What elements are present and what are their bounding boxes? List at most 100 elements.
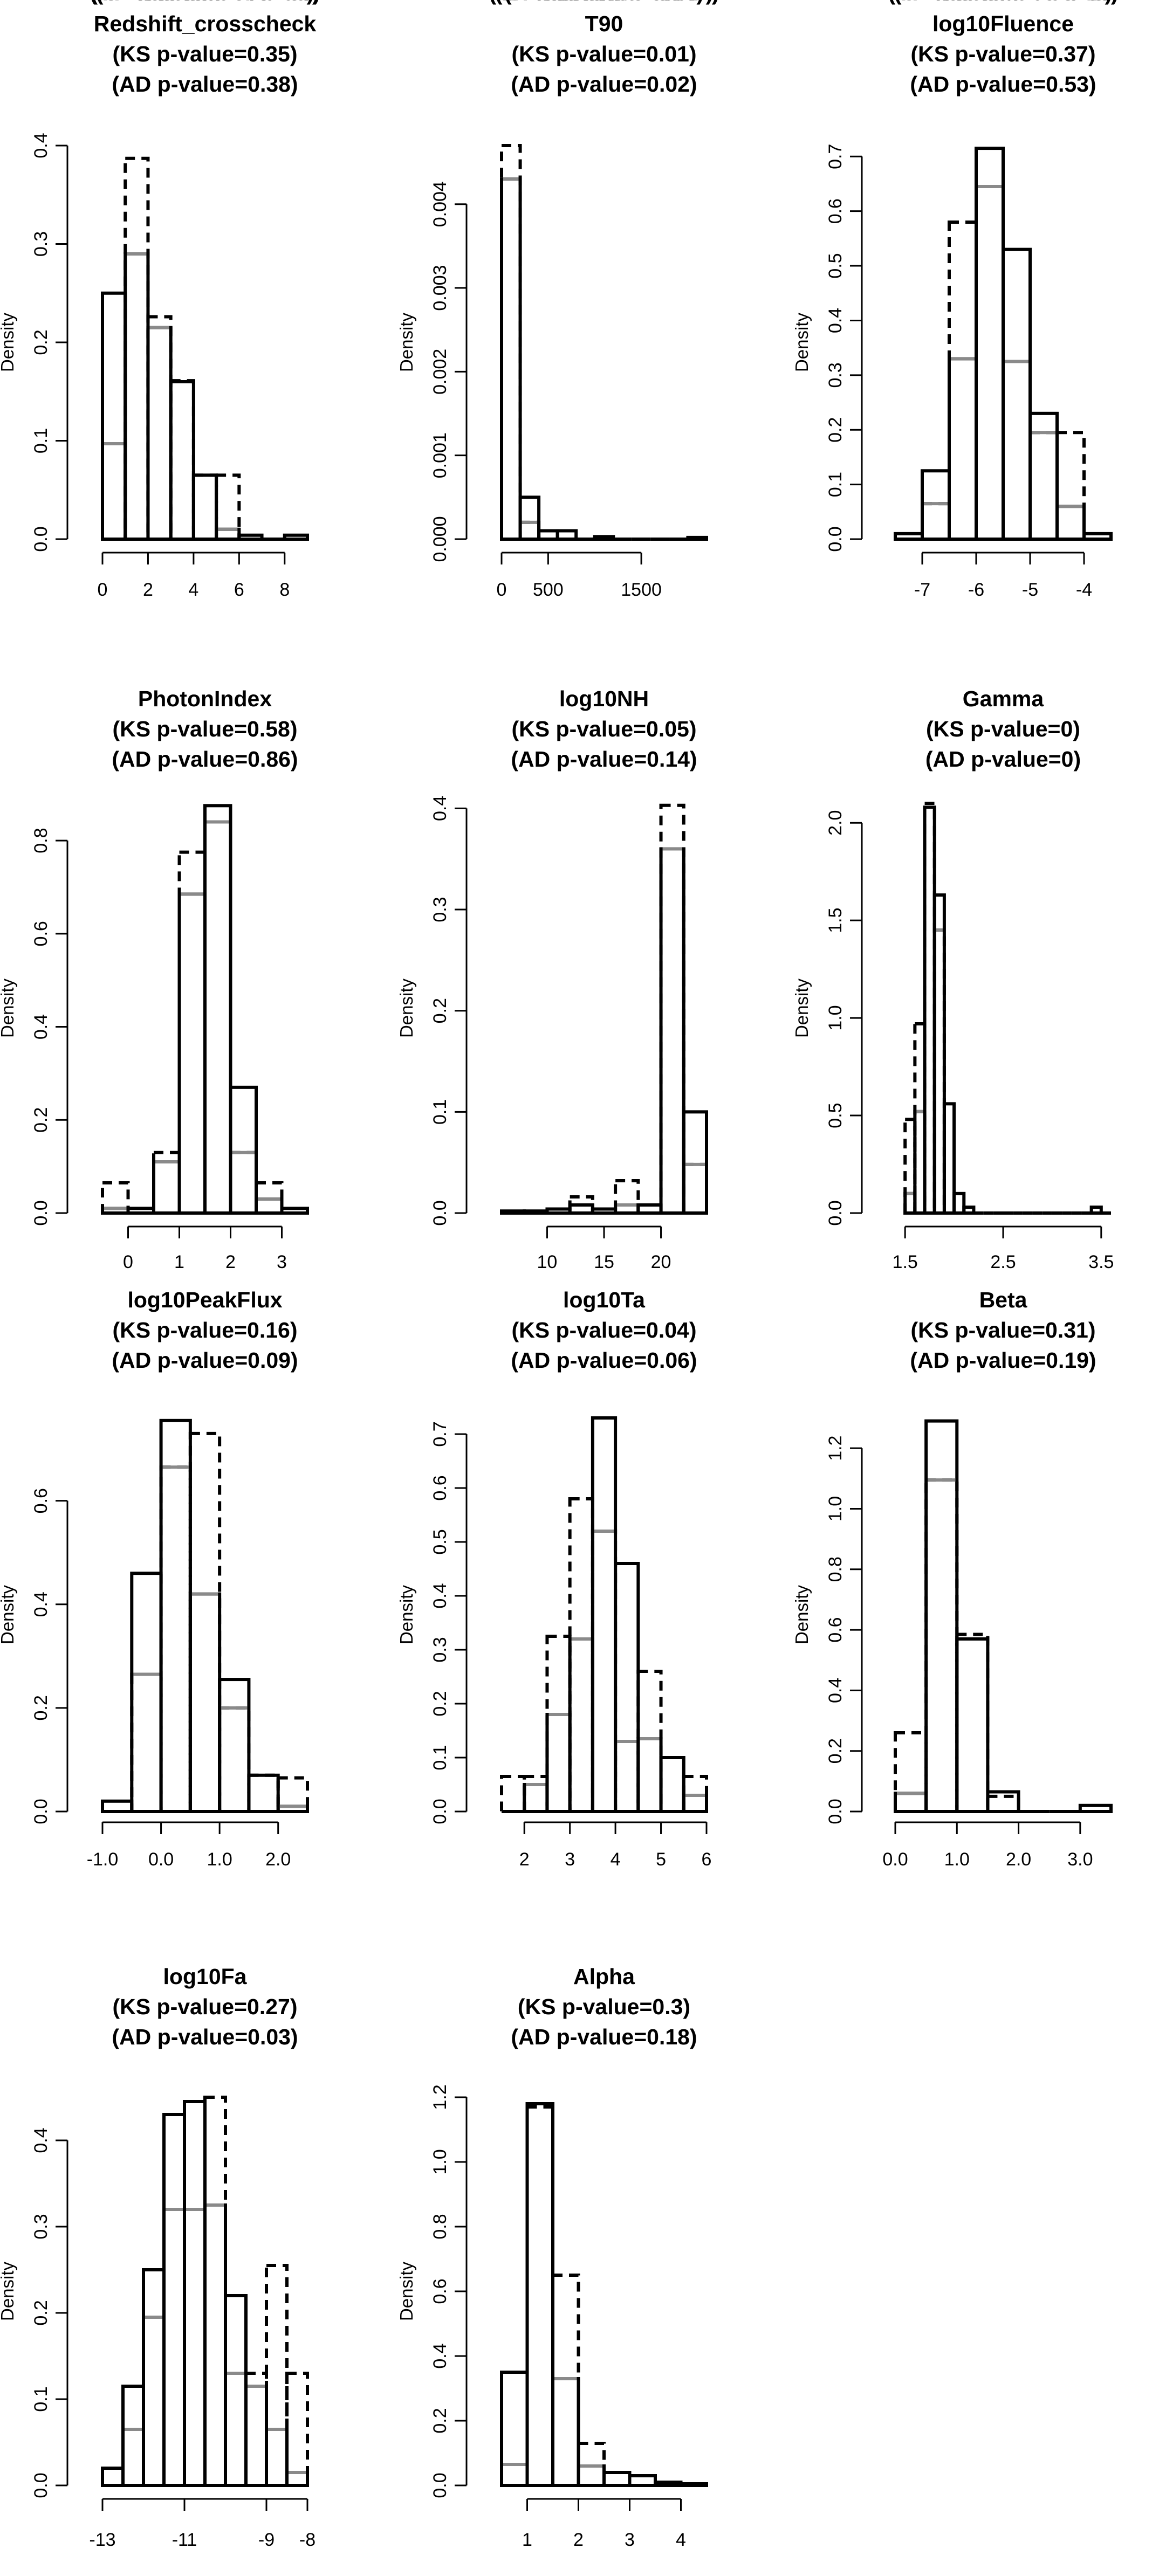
chart-stat-line: (AD p-value=0) [925,747,1081,772]
chart-stat-line: (AD p-value=0.19) [910,1348,1096,1373]
bar-solid [686,535,709,541]
bar-solid [1055,505,1086,541]
y-tick-label: 0.1 [31,428,51,453]
bar-dashed [591,1530,618,1813]
bar-dashed [682,1775,709,1813]
chart-stat-line: (KS p-value=0.35) [113,42,298,66]
bar-solid [948,357,978,541]
x-tick-label: 4 [188,580,198,600]
bar-dashed [215,473,241,541]
x-tick-label: 2.0 [265,1849,291,1870]
bar-solid [591,1207,618,1215]
chart-title: Redshift_crosscheck [94,11,317,36]
x-tick-label: 0.0 [148,1849,174,1870]
bar-solid [682,1794,709,1813]
x-tick-label: 3 [625,2530,635,2550]
bar-dashed [218,1706,251,1814]
bar-dashed [682,1162,709,1215]
bar-dashed [183,2208,207,2487]
x-tick-label: 3 [277,1252,287,1272]
chart-stat-line: (KS p-value=0.37) [911,42,1096,66]
bar-solid [518,495,541,541]
bar-solid [265,2428,289,2487]
y-tick-label: 0.4 [31,1014,51,1039]
chart-stat-line: (KS p-value=0.04) [512,1318,697,1342]
chart-stat-line: (KS p-value=0.58) [113,717,298,741]
y-tick-label: 0.6 [825,1617,846,1642]
y-tick-label: 0.4 [825,1678,846,1703]
x-tick-label: 3.5 [1088,1252,1114,1272]
chart-title: log10PeakFlux [127,1287,282,1312]
y-tick-label: 1.0 [430,2149,450,2174]
bar-solid [894,1792,928,1813]
bar-solid [975,147,1005,541]
bar-dashed [101,442,127,541]
chart-stat-line: (AD p-value=0.14) [511,747,697,772]
chart-stat-line: (AD p-value=0.86) [112,747,298,772]
x-tick-label: 0 [123,1252,133,1272]
bar-solid [500,2371,529,2487]
bar-dashed [525,2105,554,2487]
bar-dashed [146,315,173,541]
x-tick-label: -1.0 [87,1849,119,1870]
bar-solid [659,847,685,1215]
bar-solid [636,1203,663,1215]
histogram-panel-log10Fa: log10Fa (KS p-value=0.27) (AD p-value=0.03… [0,0,320,2550]
bar-solid [142,2268,166,2487]
bar-dashed [188,1431,222,1813]
bar-dashed [975,185,1005,541]
x-tick-label: 0 [497,580,507,600]
y-tick-label: 0.6 [825,198,846,224]
bar-dashed [545,1635,572,1813]
bar-solid [130,1572,163,1814]
bar-dashed [921,502,951,541]
y-tick-label: 0.3 [430,1637,450,1662]
bar-solid [1002,247,1032,541]
y-tick-label: 0.3 [31,231,51,257]
bar-solid [224,2294,248,2487]
y-axis-label: Density [396,978,416,1038]
y-tick-label: 0.000 [430,516,450,562]
y-tick-label: 0.2 [825,417,846,443]
histogram-panel-Gamma: Gamma (KS p-value=0) (AD p-value=0) (AD tes… [792,0,1119,1272]
bar-dashed [191,473,218,541]
bar-dashed [614,1740,640,1813]
bar-solid [500,1209,526,1215]
y-tick-label: 0.2 [825,1738,846,1764]
x-tick-label: 1 [522,2530,532,2550]
bar-solid [1089,1206,1103,1215]
chart-stat-line: (AD test stat=1773.92) [489,0,719,5]
histogram-panel-Beta: Beta (KS p-value=0.31) (AD p-value=0.19) (A… [792,0,1119,1870]
y-tick-label: 0.8 [430,2214,450,2239]
y-axis-label: Density [396,1585,416,1644]
bar-dashed [121,2428,145,2487]
y-tick-label: 0.4 [31,2127,51,2153]
chart-stat-line: (AD test stat=3254.41) [489,0,719,5]
bar-solid [568,1637,594,1813]
bar-solid [894,532,924,541]
x-tick-label: -11 [172,2530,197,2550]
x-tick-label: 2.5 [990,1252,1016,1272]
bar-solid [121,2385,145,2487]
bar-solid [218,1678,251,1813]
chart-stat-line: (KS p-value=0.16) [113,1318,298,1342]
y-tick-label: 0.4 [31,133,51,158]
y-tick-label: 0.3 [430,897,450,922]
y-tick-label: 0.8 [825,1556,846,1582]
x-tick-label: 1500 [621,580,662,600]
bar-solid [602,2471,632,2487]
histogram-panel-log10PeakFlux: log10PeakFlux (KS p-value=0.16) (AD p-valu… [0,0,320,1870]
y-tick-label: 0.6 [31,1488,51,1513]
bar-solid [636,1737,663,1813]
bar-dashed [614,1179,640,1215]
y-tick-label: 0.4 [430,796,450,821]
bar-solid [162,2113,186,2487]
y-tick-label: 0.6 [430,1475,450,1500]
chart-stat-line: (AD test stat=1529.54) [888,0,1118,5]
chart-title: PhotonIndex [138,686,272,711]
chart-stat-line: (AD p-value=0.53) [910,72,1096,97]
bar-solid [523,1209,549,1215]
bar-dashed [568,1195,594,1215]
y-tick-label: 0.4 [825,308,846,333]
